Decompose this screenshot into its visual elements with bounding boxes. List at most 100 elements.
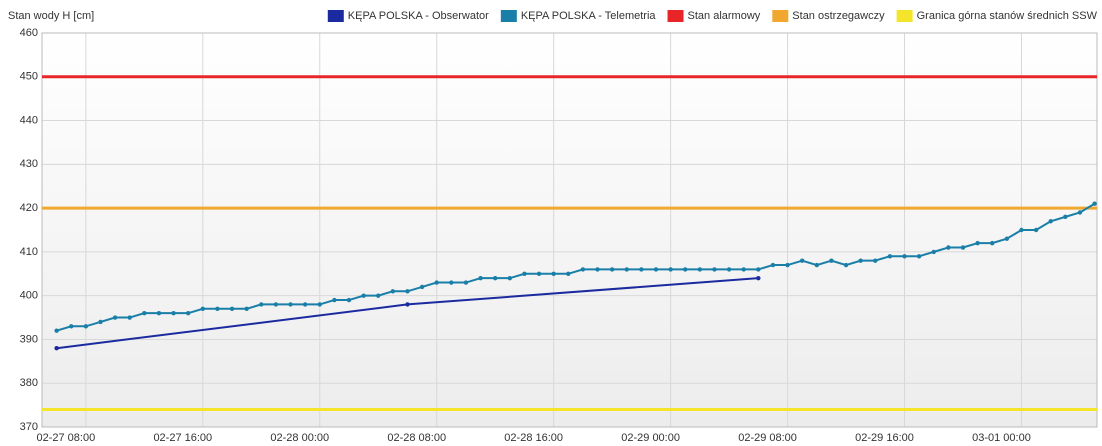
legend-label: KĘPA POLSKA - Telemetria — [521, 10, 657, 22]
data-point — [756, 275, 761, 281]
y-tick-label: 450 — [20, 71, 38, 83]
data-point — [1063, 214, 1068, 220]
data-point — [156, 310, 162, 316]
data-point — [639, 267, 644, 272]
x-tick-label: 02-27 08:00 — [36, 432, 95, 444]
data-point — [1092, 201, 1097, 206]
data-point — [171, 310, 176, 316]
data-point — [653, 267, 659, 272]
x-tick-label: 02-29 08:00 — [738, 432, 797, 444]
data-point — [536, 271, 542, 276]
y-tick-label: 410 — [20, 246, 38, 258]
legend-swatch — [327, 10, 344, 22]
data-point — [770, 262, 776, 268]
data-point — [990, 240, 995, 246]
data-point — [566, 271, 571, 276]
data-point — [1048, 219, 1053, 224]
data-point — [54, 328, 59, 333]
data-point — [843, 262, 849, 268]
x-tick-label: 02-28 16:00 — [504, 432, 563, 444]
data-point — [741, 267, 746, 272]
x-tick-label: 02-29 00:00 — [621, 432, 680, 444]
y-tick-label: 390 — [20, 333, 38, 345]
data-point — [69, 324, 74, 329]
data-point — [916, 254, 922, 259]
y-tick-label: 440 — [20, 114, 38, 126]
data-point — [799, 258, 805, 263]
legend-label: Granica górna stanów średnich SSW — [917, 10, 1098, 22]
y-tick-label: 370 — [20, 421, 38, 433]
data-point — [244, 306, 249, 311]
plot-background — [42, 33, 1097, 427]
data-point — [288, 302, 293, 307]
data-point — [98, 319, 103, 325]
data-point — [1033, 227, 1039, 233]
x-tick-label: 02-27 16:00 — [153, 432, 212, 444]
data-point — [609, 267, 615, 272]
legend-swatch — [896, 10, 913, 22]
data-point — [405, 289, 410, 294]
legend-label: KĘPA POLSKA - Obserwator — [348, 10, 489, 22]
data-point — [478, 275, 483, 281]
data-point — [697, 267, 703, 272]
data-point — [185, 310, 191, 316]
data-point — [127, 315, 132, 320]
data-point — [83, 324, 89, 329]
data-point — [463, 280, 469, 285]
data-point — [946, 245, 951, 250]
data-point — [624, 267, 629, 272]
data-point — [259, 302, 264, 307]
data-point — [507, 275, 513, 281]
data-point — [215, 306, 220, 311]
data-point — [756, 267, 761, 272]
data-point — [873, 258, 878, 263]
data-point — [492, 275, 498, 281]
x-tick-label: 02-28 08:00 — [387, 432, 446, 444]
data-point — [273, 302, 279, 307]
data-point — [960, 245, 966, 250]
data-point — [112, 315, 118, 320]
data-point — [449, 280, 454, 285]
y-tick-label: 380 — [20, 377, 38, 389]
data-point — [683, 267, 688, 272]
legend-swatch — [667, 10, 684, 22]
data-point — [1077, 210, 1083, 215]
data-point — [376, 293, 381, 298]
data-point — [551, 271, 556, 276]
data-point — [931, 249, 936, 255]
data-point — [1019, 227, 1024, 233]
x-tick-label: 03-01 00:00 — [972, 432, 1031, 444]
legend-label: Stan alarmowy — [688, 10, 761, 22]
data-point — [54, 346, 59, 351]
data-point — [434, 280, 439, 285]
data-point — [726, 267, 732, 272]
data-point — [522, 271, 527, 276]
plot-border — [41, 32, 1098, 428]
y-tick-label: 460 — [20, 27, 38, 39]
data-point — [142, 310, 147, 316]
data-point — [361, 293, 366, 298]
y-tick-label: 430 — [20, 158, 38, 170]
data-point — [902, 254, 907, 259]
data-point — [346, 297, 352, 303]
x-tick-label: 02-28 00:00 — [270, 432, 329, 444]
legend-swatch — [500, 10, 517, 22]
y-tick-label: 400 — [20, 290, 38, 302]
data-point — [302, 302, 308, 307]
legend-label: Stan ostrzegawczy — [792, 10, 885, 22]
data-point — [975, 240, 980, 246]
data-point — [200, 306, 206, 311]
data-point — [595, 267, 600, 272]
data-point — [887, 254, 893, 259]
data-point — [580, 267, 586, 272]
series-line — [56, 202, 1096, 332]
data-point — [1004, 236, 1010, 241]
data-point — [858, 258, 863, 263]
data-point — [390, 289, 396, 294]
legend-swatch — [772, 10, 789, 22]
data-point — [712, 267, 717, 272]
x-tick-label: 02-29 16:00 — [855, 432, 914, 444]
data-point — [829, 258, 834, 263]
